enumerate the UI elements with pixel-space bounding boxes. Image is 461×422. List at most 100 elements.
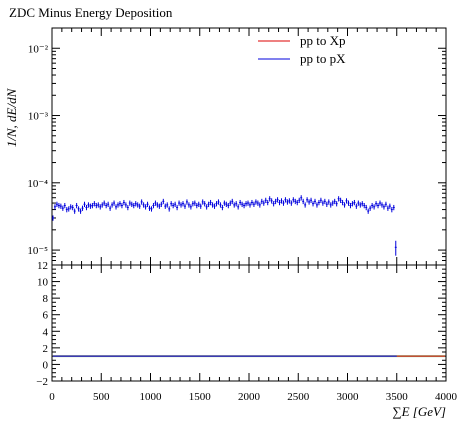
data-point <box>52 215 54 221</box>
data-point <box>99 204 102 210</box>
data-point <box>134 201 137 207</box>
data-point <box>195 202 198 209</box>
data-point <box>105 202 108 209</box>
data-point <box>308 199 311 205</box>
data-point <box>262 200 265 206</box>
data-point <box>310 197 313 204</box>
data-point <box>215 201 218 207</box>
y-tick-label: 10⁻⁵ <box>27 245 48 257</box>
data-point <box>304 202 307 208</box>
data-point <box>158 203 161 209</box>
data-point <box>77 206 80 212</box>
data-point <box>270 198 273 204</box>
data-point <box>164 203 167 209</box>
data-point <box>327 199 330 205</box>
chart-title: ZDC Minus Energy Deposition <box>9 5 173 20</box>
data-point <box>339 197 342 204</box>
data-point <box>132 202 135 209</box>
data-point <box>290 200 293 206</box>
data-point <box>333 198 336 205</box>
data-point <box>193 200 196 206</box>
data-point <box>284 197 287 203</box>
data-point <box>205 204 208 210</box>
y-axis-label: 1/N, dE/dN <box>4 87 19 147</box>
data-point <box>124 202 127 208</box>
data-point <box>341 199 344 206</box>
data-point <box>178 200 181 206</box>
data-point <box>306 197 309 203</box>
data-point <box>189 204 192 210</box>
data-point <box>191 201 194 207</box>
data-point <box>337 196 340 202</box>
data-point <box>241 201 244 208</box>
data-point <box>274 198 277 205</box>
data-point <box>282 200 285 206</box>
data-point <box>221 204 224 211</box>
data-point <box>292 197 295 203</box>
data-point <box>247 200 249 206</box>
y-tick-label: 10⁻³ <box>28 111 49 123</box>
data-point <box>243 202 246 209</box>
data-point <box>87 202 90 208</box>
data-point <box>260 198 263 205</box>
data-point <box>111 202 114 208</box>
data-point <box>57 202 60 209</box>
data-point <box>298 197 301 204</box>
y-tick-label: 0 <box>43 359 49 371</box>
data-point <box>237 204 240 210</box>
data-point <box>217 199 220 205</box>
x-axis-label: ∑E [GeV] <box>392 404 446 419</box>
data-point <box>160 201 163 208</box>
data-point <box>75 202 78 209</box>
data-point <box>172 202 175 209</box>
data-point <box>300 195 303 201</box>
data-point <box>231 198 234 205</box>
data-point <box>355 203 358 209</box>
y-tick-label: 6 <box>43 310 49 322</box>
data-point <box>266 199 269 206</box>
data-point <box>315 202 318 208</box>
data-point <box>349 202 352 209</box>
data-point <box>71 204 74 211</box>
data-point <box>219 202 222 208</box>
x-tick-label: 3500 <box>386 391 409 403</box>
data-point <box>211 202 214 208</box>
data-point <box>371 202 374 209</box>
x-tick-label: 0 <box>49 391 55 403</box>
data-point <box>329 202 332 208</box>
data-point <box>115 204 118 210</box>
legend-label: pp to pX <box>300 51 346 66</box>
y-tick-label: 10⁻² <box>28 43 49 55</box>
data-point <box>361 201 364 207</box>
data-point <box>363 202 366 209</box>
data-point <box>183 203 186 209</box>
data-point <box>392 204 395 211</box>
data-point <box>256 200 259 206</box>
data-point <box>65 207 68 213</box>
data-point <box>347 200 350 206</box>
data-point <box>61 205 64 211</box>
y-tick-label: 2 <box>43 343 49 355</box>
x-tick-label: 500 <box>93 391 110 403</box>
data-point <box>107 201 110 208</box>
y-tick-label: 10⁻⁴ <box>27 178 48 190</box>
data-point <box>229 200 232 206</box>
data-point <box>312 201 315 207</box>
data-point <box>345 198 348 204</box>
data-point <box>252 201 255 208</box>
data-point <box>359 202 362 208</box>
data-point <box>319 197 322 204</box>
ratio-panel: −2 0 2 4 6 8 10 12 <box>36 260 447 388</box>
data-point <box>213 203 216 209</box>
data-point <box>150 206 153 212</box>
legend-label: pp to Xp <box>300 33 346 48</box>
data-point <box>317 199 320 206</box>
data-point <box>162 198 165 205</box>
data-point <box>148 205 151 211</box>
data-point <box>268 196 271 202</box>
data-point <box>227 202 230 209</box>
data-point <box>323 198 326 205</box>
data-point <box>152 202 155 209</box>
data-point <box>325 201 328 208</box>
data-point <box>375 201 378 207</box>
